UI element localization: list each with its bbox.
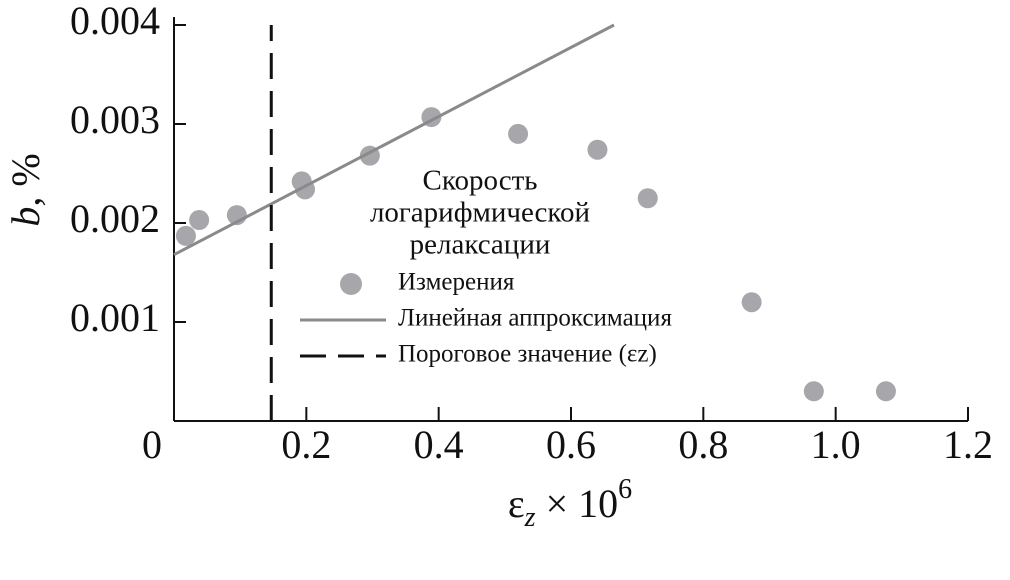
data-point	[508, 123, 529, 144]
y-tick-label: 0.002	[70, 196, 160, 241]
x-tick-label: 0.2	[281, 422, 331, 467]
legend-title: логарифмической	[370, 197, 590, 229]
data-point	[803, 381, 824, 402]
legend-marker	[340, 273, 362, 295]
legend-title: Скорость	[423, 165, 538, 197]
data-point	[175, 225, 196, 246]
y-tick-label: 0.004	[70, 0, 160, 43]
data-point	[587, 139, 608, 160]
x-tick-label: 0.8	[678, 422, 728, 467]
x-tick-label: 0	[142, 422, 162, 467]
legend-title: релаксации	[410, 229, 551, 261]
x-tick-label: 1.0	[811, 422, 861, 467]
data-point	[875, 381, 896, 402]
x-axis-label: εz × 106	[508, 474, 632, 533]
y-tick-label: 0.001	[70, 295, 160, 340]
x-tick-label: 0.6	[546, 422, 596, 467]
data-point	[741, 292, 762, 313]
data-point	[189, 210, 210, 231]
legend-label: Линейная аппроксимация	[398, 305, 672, 332]
legend-label: Пороговое значение (εz)	[398, 341, 657, 368]
x-tick-label: 0.4	[414, 422, 464, 467]
data-point	[637, 188, 658, 209]
legend-label: Измерения	[398, 269, 515, 296]
y-tick-label: 0.003	[70, 97, 160, 142]
fit-line	[173, 23, 615, 257]
y-axis-label: b, %	[3, 153, 48, 226]
x-tick-label: 1.2	[943, 422, 993, 467]
